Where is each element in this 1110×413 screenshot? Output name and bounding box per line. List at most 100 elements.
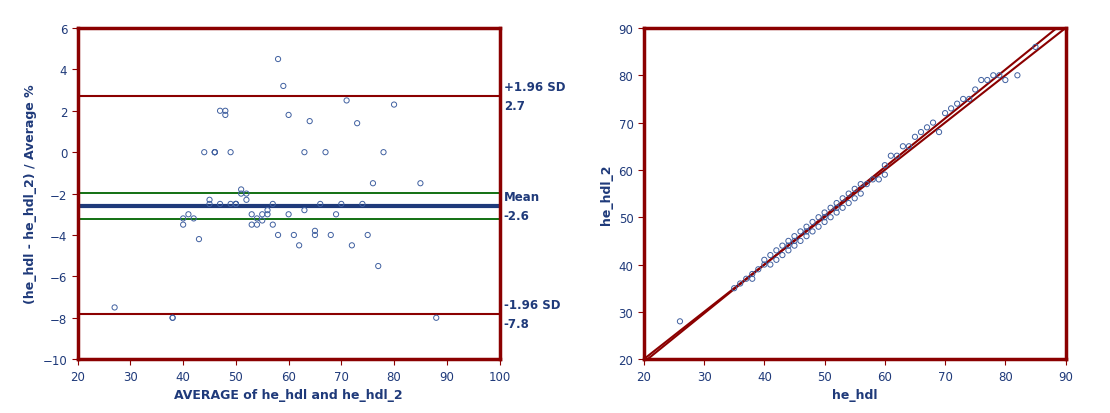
Point [731,280,749,287]
Point [1027,45,1045,51]
Point [828,205,846,211]
Point [725,285,743,292]
Point [232,191,250,197]
Point [180,211,198,218]
Point [948,101,966,108]
Point [190,236,208,243]
Text: -1.96 SD: -1.96 SD [504,298,561,311]
Point [174,222,192,228]
Point [238,197,255,204]
Point [804,228,821,235]
Point [164,315,182,321]
Point [840,200,858,207]
Point [967,87,985,94]
Point [798,233,816,240]
Point [270,57,287,63]
Point [786,243,804,249]
Point [354,201,372,208]
Point [900,144,918,150]
Point [285,232,303,239]
Point [228,201,245,208]
Point [749,266,767,273]
Point [427,315,445,321]
Point [918,125,936,131]
Point [876,162,894,169]
Point [990,73,1008,79]
Point [786,233,804,240]
Point [828,200,846,207]
Point [206,150,224,156]
Point [925,120,942,127]
Point [375,150,393,156]
Point [767,257,785,263]
Point [761,252,779,259]
Point [851,191,869,197]
Point [791,228,809,235]
Point [222,150,240,156]
Point [337,98,355,104]
Point [876,172,894,178]
Point [821,205,839,211]
Point [228,201,245,208]
Point [816,214,834,221]
Point [270,232,287,239]
Point [349,121,366,127]
Point [798,224,816,230]
Point [870,177,888,183]
Point [253,211,271,218]
Point [364,180,382,187]
Point [840,191,858,197]
Point [846,186,864,193]
Point [228,201,245,208]
Point [316,150,334,156]
Point [972,78,990,84]
Point [767,247,785,254]
Point [744,271,761,278]
Point [942,106,960,112]
Point [222,201,240,208]
Point [798,228,816,235]
Point [253,218,271,224]
Point [301,119,319,125]
Point [997,78,1015,84]
Point [312,201,330,208]
Point [809,214,827,221]
Point [259,207,276,214]
Point [828,210,846,216]
Point [295,207,313,214]
Point [816,219,834,226]
Point [249,222,266,228]
Point [809,224,827,230]
Text: +1.96 SD: +1.96 SD [504,81,565,94]
Point [343,242,361,249]
Point [306,228,324,235]
Point [851,181,869,188]
Point [888,153,906,160]
Point [779,238,797,244]
Point [201,197,219,204]
Point [412,180,430,187]
Text: -2.6: -2.6 [504,210,529,223]
Point [280,211,297,218]
Point [756,261,774,268]
Point [211,201,229,208]
Point [816,210,834,216]
Point [105,304,123,311]
Point [211,108,229,115]
Point [195,150,213,156]
Text: 2.7: 2.7 [504,100,525,113]
Point [201,201,219,208]
Point [672,318,689,325]
Text: -7.8: -7.8 [504,317,529,330]
Point [264,201,282,208]
Point [936,111,953,117]
Point [295,150,313,156]
Point [249,216,266,222]
Point [232,187,250,193]
Point [264,222,282,228]
Point [185,216,203,222]
Point [259,211,276,218]
Y-axis label: (he_hdl - he_hdl_2) / Average %: (he_hdl - he_hdl_2) / Average % [24,85,37,304]
Point [786,238,804,244]
Point [744,276,761,282]
